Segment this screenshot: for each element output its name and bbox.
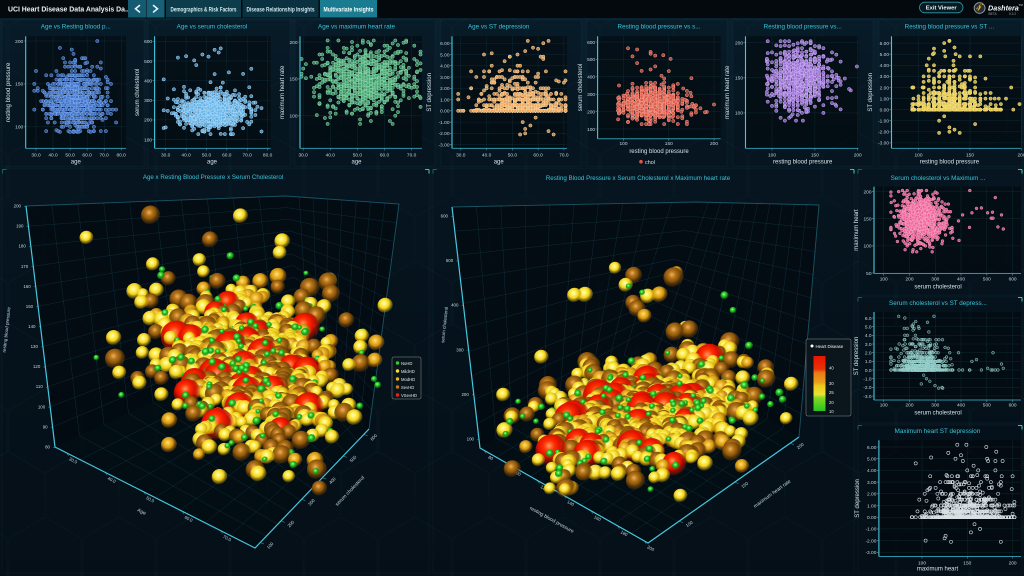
svg-text:Exit Viewer: Exit Viewer [926,6,958,12]
svg-text:600: 600 [587,40,595,46]
svg-text:30.0: 30.0 [299,153,309,159]
svg-text:1.00: 1.00 [440,97,450,103]
svg-text:age: age [351,160,362,166]
svg-text:maximum heart rate: maximum heart rate [280,65,286,119]
svg-text:600: 600 [144,39,152,45]
svg-text:100: 100 [144,137,152,143]
svg-text:50.0: 50.0 [65,153,75,159]
svg-text:ST depression: ST depression [427,73,433,112]
svg-text:100: 100 [619,141,627,147]
svg-text:40.0: 40.0 [326,153,336,159]
svg-text:80.0: 80.0 [263,153,273,159]
svg-text:resting blood pressure: resting blood pressure [629,149,689,155]
svg-text:30.0: 30.0 [161,153,171,159]
svg-text:Dashtera: Dashtera [988,3,1019,12]
svg-text:-1.00: -1.00 [439,120,450,126]
svg-text:60.0: 60.0 [82,153,92,159]
svg-text:80.0: 80.0 [117,153,127,159]
svg-text:3.00: 3.00 [440,75,450,81]
svg-text:Resting blood pressure vs s...: Resting blood pressure vs s... [618,24,701,31]
svg-text:40.0: 40.0 [181,153,191,159]
svg-text:serum cholesterol: serum cholesterol [135,69,141,116]
svg-text:60.0: 60.0 [533,153,543,159]
svg-text:100: 100 [289,114,297,120]
svg-text:60.0: 60.0 [222,153,232,159]
svg-text:Age vs Resting blood p...: Age vs Resting blood p... [41,24,111,31]
svg-text:70.0: 70.0 [100,153,110,159]
svg-text:TM: TM [1019,3,1024,7]
svg-text:-3.00: -3.00 [439,142,450,148]
svg-text:70.0: 70.0 [243,153,253,159]
svg-text:Multivariate Insights: Multivariate Insights [324,8,375,14]
svg-text:400: 400 [587,75,595,81]
svg-text:Disease Relationship Insights: Disease Relationship Insights [247,8,316,14]
svg-text:200: 200 [587,109,595,115]
svg-text:50.0: 50.0 [202,153,212,159]
svg-text:-2.00: -2.00 [439,131,450,137]
svg-text:40.0: 40.0 [482,153,492,159]
svg-text:Demographics & Risk Factors: Demographics & Risk Factors [171,8,238,14]
svg-text:30.0: 30.0 [456,153,466,159]
svg-text:500: 500 [144,59,152,65]
svg-text:UCI Heart Disease Data Analysi: UCI Heart Disease Data Analysis Da... [8,7,131,14]
svg-text:Age vs maximum heart rate: Age vs maximum heart rate [318,24,395,31]
svg-text:200: 200 [15,39,23,45]
svg-text:40.0: 40.0 [48,153,58,159]
svg-text:60.0: 60.0 [380,153,390,159]
svg-text:BETA: BETA [989,12,998,16]
svg-text:200: 200 [710,141,718,147]
svg-text:300: 300 [144,98,152,104]
svg-text:2.00: 2.00 [440,86,450,92]
svg-text:6.00: 6.00 [440,41,450,47]
svg-text:Age vs ST depression: Age vs ST depression [468,24,530,31]
svg-text:50.0: 50.0 [508,153,518,159]
svg-text:0.3.2: 0.3.2 [1009,12,1016,16]
svg-text:70.0: 70.0 [559,153,569,159]
svg-text:50.0: 50.0 [353,153,363,159]
svg-text:age: age [71,160,82,166]
svg-text:500: 500 [587,57,595,63]
svg-text:200: 200 [289,40,297,46]
svg-text:150: 150 [665,141,673,147]
svg-text:150: 150 [15,82,23,88]
svg-text:400: 400 [144,78,152,84]
svg-text:70.0: 70.0 [407,153,417,159]
svg-text:30.0: 30.0 [31,153,41,159]
svg-text:100: 100 [15,125,23,131]
svg-text:5.00: 5.00 [440,52,450,58]
svg-text:Age vs serum cholesterol: Age vs serum cholesterol [177,24,248,31]
svg-text:age: age [494,160,505,166]
svg-text:serum cholesterol: serum cholesterol [578,64,584,111]
svg-text:150: 150 [289,77,297,83]
svg-text:300: 300 [587,92,595,98]
svg-text:resting blood pressure: resting blood pressure [6,62,12,122]
svg-text:200: 200 [144,118,152,124]
svg-text:chol: chol [645,160,655,166]
svg-text:age: age [207,160,218,166]
svg-text:4.00: 4.00 [440,64,450,70]
svg-text:100: 100 [587,127,595,133]
svg-text:0.00: 0.00 [440,109,450,115]
